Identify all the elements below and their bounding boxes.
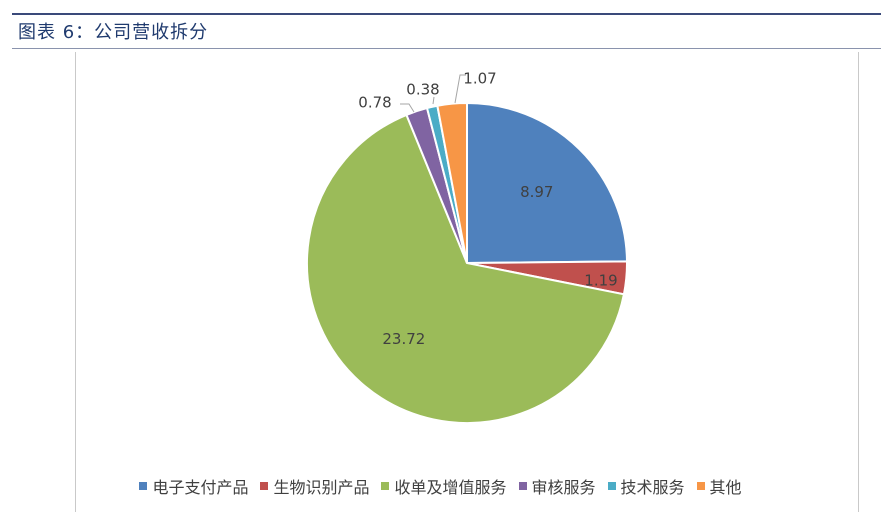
legend-item-5: 技术服务 <box>607 474 685 498</box>
data-label-1: 8.97 <box>520 183 553 201</box>
legend-item-1: 电子支付产品 <box>139 474 248 498</box>
chart-frame <box>75 52 859 512</box>
legend-label: 生物识别产品 <box>273 478 370 497</box>
legend-swatch <box>260 482 269 490</box>
data-labels: 8.97 1.19 23.72 0.78 0.38 1.07 <box>358 70 617 349</box>
leader-line-4 <box>400 103 415 113</box>
legend-item-4: 审核服务 <box>518 474 596 498</box>
pie-slice-1 <box>466 101 629 265</box>
pie-slices <box>306 101 629 424</box>
legend-label: 其他 <box>709 478 742 497</box>
leader-line-5 <box>432 96 435 105</box>
data-label-4: 0.78 <box>358 94 391 112</box>
data-label-5: 0.38 <box>406 81 439 99</box>
legend-swatch <box>696 482 705 490</box>
data-label-6: 1.07 <box>463 70 496 88</box>
legend-label: 审核服务 <box>531 478 596 497</box>
legend-label: 电子支付产品 <box>152 478 249 497</box>
legend-item-2: 生物识别产品 <box>260 474 369 498</box>
pie-slice-3 <box>306 113 626 424</box>
leader-lines <box>400 74 466 113</box>
pie-chart: 8.97 1.19 23.72 0.78 0.38 1.07 <box>306 70 629 424</box>
caption-top-rule <box>12 13 881 15</box>
caption-bottom-rule <box>12 48 881 49</box>
leader-line-6 <box>454 74 466 104</box>
legend-swatch <box>518 482 527 490</box>
data-label-2: 1.19 <box>584 272 617 290</box>
figure-caption: 图表 6：公司营收拆分 <box>18 22 209 43</box>
legend-label: 技术服务 <box>620 478 685 497</box>
chart-legend: 电子支付产品 生物识别产品 收单及增值服务 审核服务 技术服务 其他 <box>0 474 881 498</box>
legend-swatch <box>607 482 616 490</box>
legend-item-3: 收单及增值服务 <box>381 474 507 498</box>
pie-slice-6 <box>436 101 468 264</box>
legend-swatch <box>139 482 148 490</box>
legend-label: 收单及增值服务 <box>394 478 507 497</box>
legend-item-6: 其他 <box>696 474 742 498</box>
data-label-3: 23.72 <box>382 330 425 348</box>
legend-swatch <box>381 482 390 490</box>
